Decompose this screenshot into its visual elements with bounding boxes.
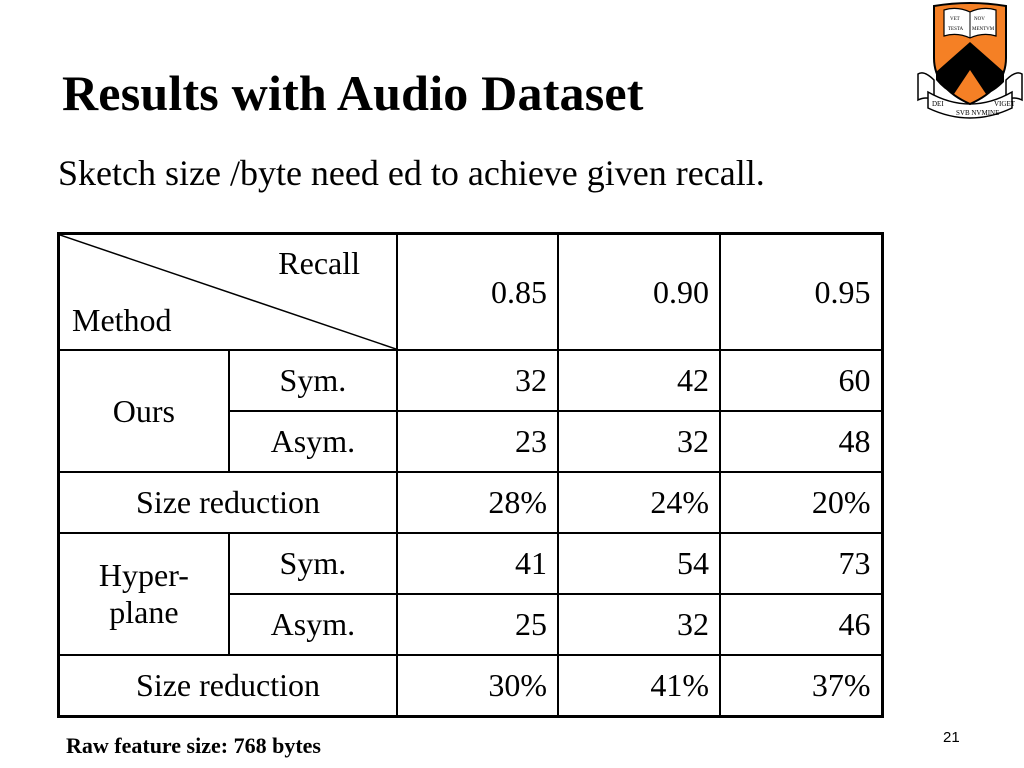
value-cell: 73 (719, 532, 883, 595)
recall-value-header: 0.90 (557, 232, 721, 351)
princeton-shield-icon: DEI SVB NVMINE VIGET VET NOV TESTA MENTV… (917, 2, 1023, 119)
slide-subtitle: Sketch size /byte need ed to achieve giv… (58, 153, 765, 193)
variant-cell: Asym. (227, 410, 399, 473)
motto-center: SVB NVMINE (956, 109, 999, 117)
table-header-row: Recall Method 0.85 0.90 0.95 (57, 232, 883, 351)
book-text-2: NOV (974, 17, 985, 22)
book-text-3: TESTA (948, 27, 964, 32)
variant-cell: Asym. (227, 593, 399, 656)
reduction-cell: 28% (396, 471, 559, 534)
value-cell: 46 (719, 593, 883, 656)
value-cell: 25 (396, 593, 559, 656)
reduction-cell: 30% (396, 654, 559, 718)
results-table: Recall Method 0.85 0.90 0.95 Ours Sym. 3… (57, 232, 884, 718)
method-cell-ours: Ours (57, 349, 230, 473)
value-cell: 42 (557, 349, 721, 412)
diagonal-header-cell: Recall Method (57, 232, 398, 351)
value-cell: 32 (557, 410, 721, 473)
size-reduction-row: Size reduction 30% 41% 37% (57, 654, 883, 718)
recall-value-header: 0.95 (719, 232, 883, 351)
variant-cell: Sym. (227, 349, 399, 412)
variant-cell: Sym. (227, 532, 399, 595)
method-line: plane (109, 594, 179, 630)
size-reduction-label: Size reduction (57, 471, 398, 534)
slide-title: Results with Audio Dataset (62, 65, 644, 121)
table-row: Ours Sym. 32 42 60 (57, 349, 883, 473)
table-row: Asym. 25 32 46 (59, 593, 883, 656)
motto-right: VIGET (994, 100, 1016, 108)
method-cell-hyperplane: Hyper- plane (57, 532, 230, 656)
reduction-cell: 24% (557, 471, 721, 534)
reduction-cell: 20% (719, 471, 883, 534)
value-cell: 54 (557, 532, 721, 595)
diagonal-divider (60, 235, 396, 349)
motto-left: DEI (932, 100, 944, 108)
reduction-cell: 41% (557, 654, 721, 718)
value-cell: 60 (719, 349, 883, 412)
value-cell: 32 (557, 593, 721, 656)
table-row: Hyper- plane Sym. 41 54 73 (57, 532, 883, 656)
recall-value-header: 0.85 (396, 232, 559, 351)
method-header-label: Method (72, 302, 172, 338)
footnote: Raw feature size: 768 bytes (66, 733, 321, 758)
book-text-4: MENTVM (972, 27, 995, 32)
size-reduction-row: Size reduction 28% 24% 20% (57, 471, 883, 534)
method-line: Hyper- (98, 557, 189, 593)
table-row: Asym. 23 32 48 (59, 410, 883, 473)
value-cell: 32 (396, 349, 559, 412)
value-cell: 41 (396, 532, 559, 595)
recall-header-label: Recall (278, 245, 360, 281)
page-number: 21 (943, 729, 960, 746)
size-reduction-label: Size reduction (57, 654, 398, 718)
book-text-1: VET (950, 17, 960, 22)
reduction-cell: 37% (719, 654, 883, 718)
value-cell: 48 (719, 410, 883, 473)
value-cell: 23 (396, 410, 559, 473)
